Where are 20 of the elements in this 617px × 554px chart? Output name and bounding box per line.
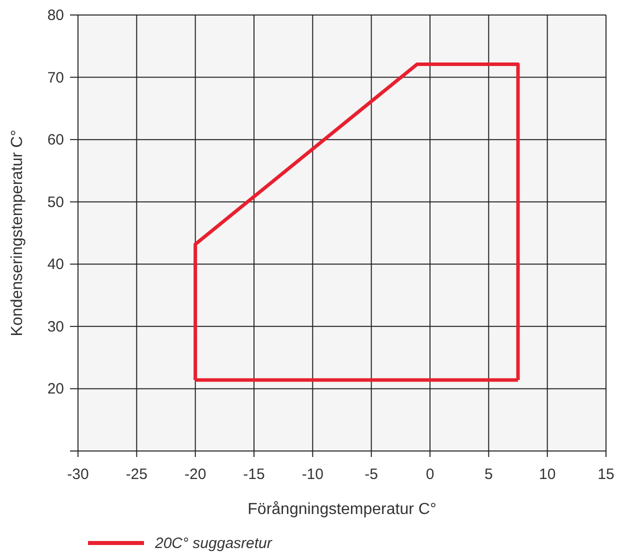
y-tick-label: 50 [47,194,64,211]
x-tick-label: 15 [598,466,614,483]
y-tick-label: 70 [47,69,64,86]
legend-label: 20C° suggasretur [154,535,273,552]
y-axis-title: Kondenseringstemperatur C° [9,130,26,336]
x-tick-label: -25 [126,466,148,483]
y-tick-label: 20 [47,380,64,398]
x-tick-label: 10 [538,466,556,483]
y-tick-label: 30 [47,318,64,336]
y-tick-label: 80 [47,7,64,24]
y-tick-label: 40 [47,256,64,274]
x-tick-label: -15 [243,466,265,483]
x-tick-label: -5 [364,466,378,483]
x-tick-label: -20 [184,466,206,483]
x-tick-label: 5 [484,466,493,483]
y-tick-label: 60 [47,132,64,149]
x-axis-title: Förångningstemperatur C° [248,501,436,518]
x-tick-label: 0 [426,466,434,483]
x-tick-label: -30 [67,466,89,483]
x-tick-label: -10 [302,466,324,483]
